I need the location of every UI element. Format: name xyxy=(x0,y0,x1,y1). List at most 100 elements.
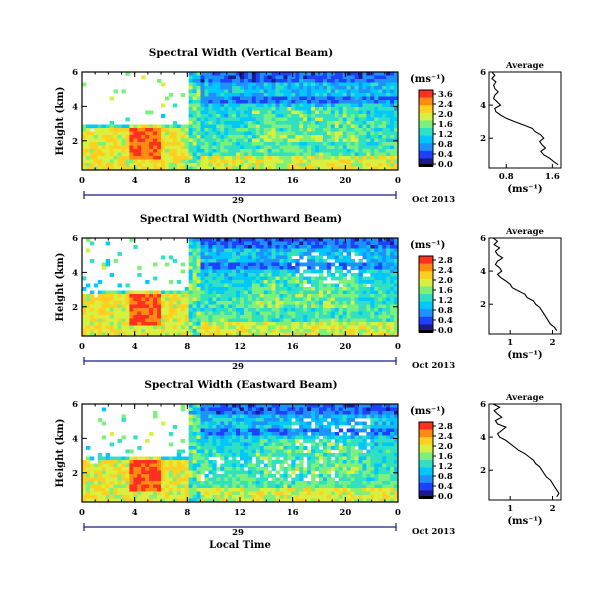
heatmap-cell xyxy=(307,163,311,167)
heatmap-cell xyxy=(244,76,248,80)
heatmap-cell xyxy=(193,457,197,461)
heatmap-cell xyxy=(287,121,291,125)
heatmap-cell xyxy=(82,485,86,489)
heatmap-cell xyxy=(169,312,173,316)
heatmap-cell xyxy=(315,121,319,125)
heatmap-cell xyxy=(252,305,256,309)
heatmap-cell xyxy=(362,308,366,312)
heatmap-cell xyxy=(114,485,118,489)
heatmap-cell xyxy=(323,319,327,323)
heatmap-cell xyxy=(319,83,323,87)
heatmap-cell xyxy=(272,315,276,319)
heatmap-cell xyxy=(303,107,307,111)
heatmap-cell xyxy=(390,93,394,97)
heatmap-cell xyxy=(204,93,208,97)
heatmap-cell xyxy=(260,76,264,80)
heatmap-cell xyxy=(295,319,299,323)
heatmap-cell xyxy=(208,146,212,150)
profile-y-tick-label: 2 xyxy=(480,300,486,310)
heatmap-cell xyxy=(216,294,220,298)
y-axis-label: Height (km) xyxy=(55,87,66,156)
heatmap-cell xyxy=(264,478,268,482)
heatmap-cell xyxy=(299,294,303,298)
heatmap-cell xyxy=(165,128,169,132)
heatmap-cell xyxy=(165,125,169,129)
heatmap-cell xyxy=(129,322,133,326)
heatmap-cell xyxy=(236,149,240,153)
heatmap-cell xyxy=(378,249,382,253)
heatmap-cell xyxy=(165,153,169,157)
heatmap-cell xyxy=(224,121,228,125)
heatmap-cell xyxy=(378,142,382,146)
heatmap-cell xyxy=(236,411,240,415)
heatmap-cell xyxy=(240,249,244,253)
heatmap-cell xyxy=(129,135,133,139)
heatmap-cell xyxy=(252,446,256,450)
heatmap-cell xyxy=(197,160,201,164)
heatmap-cell xyxy=(307,266,311,270)
heatmap-cell xyxy=(355,315,359,319)
heatmap-cell xyxy=(359,291,363,295)
heatmap-cell xyxy=(236,425,240,429)
heatmap-cell xyxy=(193,478,197,482)
heatmap-cell xyxy=(252,277,256,281)
heatmap-cell xyxy=(260,315,264,319)
heatmap-cell xyxy=(366,287,370,291)
heatmap-cell xyxy=(386,312,390,316)
heatmap-cell xyxy=(252,418,256,422)
heatmap-cell xyxy=(228,104,232,108)
heatmap-cell xyxy=(197,121,201,125)
heatmap-cell xyxy=(272,312,276,316)
heatmap-cell xyxy=(362,90,366,94)
heatmap-cell xyxy=(193,121,197,125)
heatmap-cell xyxy=(272,273,276,277)
heatmap-cell xyxy=(276,453,280,457)
heatmap-cell xyxy=(232,492,236,496)
heatmap-cell xyxy=(256,308,260,312)
heatmap-cell xyxy=(268,474,272,478)
heatmap-cell xyxy=(208,125,212,129)
heatmap-cell xyxy=(86,132,90,136)
heatmap-cell xyxy=(256,485,260,489)
heatmap-cell xyxy=(347,107,351,111)
heatmap-cell xyxy=(157,294,161,298)
heatmap-cell xyxy=(280,135,284,139)
heatmap-cell xyxy=(307,139,311,143)
heatmap-cell xyxy=(125,156,129,160)
heatmap-cell xyxy=(283,467,287,471)
heatmap-cell xyxy=(197,453,201,457)
heatmap-cell xyxy=(323,97,327,101)
heatmap-cell xyxy=(208,83,212,87)
heatmap-cell xyxy=(118,439,122,443)
heatmap-cell xyxy=(276,492,280,496)
heatmap-cell xyxy=(165,135,169,139)
heatmap-cell xyxy=(327,242,331,246)
heatmap-cell xyxy=(212,408,216,412)
heatmap-cell xyxy=(201,425,205,429)
heatmap-cell xyxy=(181,139,185,143)
heatmap-cell xyxy=(118,291,122,295)
heatmap-cell xyxy=(386,100,390,104)
heatmap-cell xyxy=(331,128,335,132)
heatmap-cell xyxy=(370,93,374,97)
heatmap-cell xyxy=(240,93,244,97)
heatmap-cell xyxy=(276,460,280,464)
heatmap-cell xyxy=(299,104,303,108)
heatmap-cell xyxy=(157,160,161,164)
heatmap-cell xyxy=(280,93,284,97)
heatmap-cell xyxy=(240,315,244,319)
heatmap-cell xyxy=(256,425,260,429)
heatmap-cell xyxy=(208,301,212,305)
heatmap-cell xyxy=(291,277,295,281)
heatmap-cell xyxy=(204,284,208,288)
heatmap-cell xyxy=(216,408,220,412)
heatmap-cell xyxy=(268,107,272,111)
heatmap-cell xyxy=(323,118,327,122)
heatmap-cell xyxy=(256,160,260,164)
heatmap-cell xyxy=(201,270,205,274)
heatmap-cell xyxy=(280,256,284,260)
colorbar-segment xyxy=(419,317,433,325)
heatmap-cell xyxy=(165,315,169,319)
heatmap-cell xyxy=(355,322,359,326)
heatmap-cell xyxy=(149,481,153,485)
